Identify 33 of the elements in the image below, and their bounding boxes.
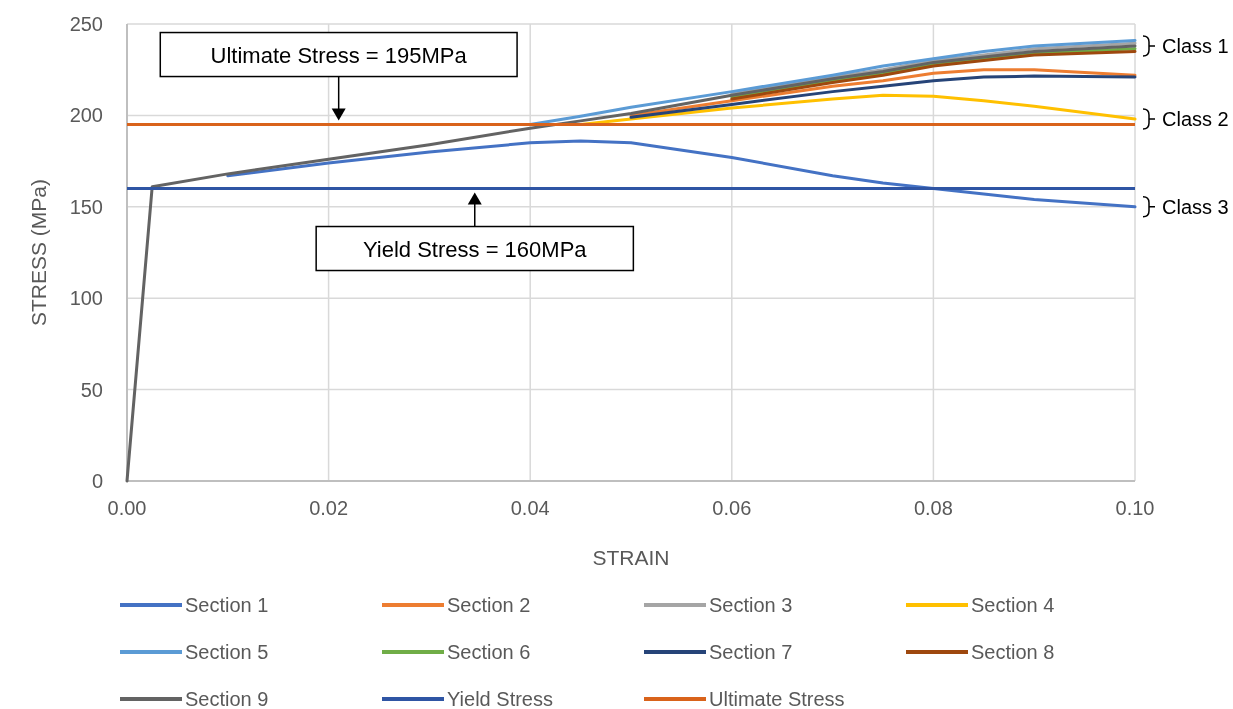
y-tick-label: 200 [69, 104, 103, 127]
x-tick-label: 0.00 [107, 497, 147, 519]
legend-label: Section 9 [185, 688, 269, 709]
legend-label: Ultimate Stress [709, 688, 845, 709]
legend-label: Yield Stress [447, 688, 553, 709]
legend-label: Section 1 [185, 594, 269, 616]
x-axis-title: STRAIN [592, 546, 670, 569]
x-tick-label: 0.04 [510, 497, 550, 519]
legend-label: Section 3 [709, 594, 793, 616]
legend-label: Section 5 [185, 641, 269, 663]
y-tick-label: 50 [80, 378, 103, 401]
legend-label: Section 7 [709, 641, 793, 663]
y-tick-label: 0 [91, 470, 103, 492]
line-series [629, 68, 1137, 117]
x-tick-label: 0.02 [309, 497, 349, 519]
annotation: Class 1 [1162, 34, 1229, 57]
line-series [226, 139, 1137, 209]
legend-label: Section 2 [447, 594, 531, 616]
y-tick-label: 250 [69, 13, 103, 35]
y-tick-label: 150 [69, 195, 103, 218]
annotation: Class 2 [1162, 108, 1229, 131]
legend-label: Section 8 [971, 641, 1055, 663]
y-tick-label: 100 [69, 287, 103, 310]
x-tick-label: 0.08 [913, 497, 953, 519]
y-axis-title: STRESS (MPa) [27, 178, 50, 327]
annotation: Ultimate Stress = 195MPa [210, 42, 468, 68]
legend-label: Section 6 [447, 641, 531, 663]
legend-label: Section 4 [971, 594, 1055, 616]
annotation: Yield Stress = 160MPa [362, 236, 588, 262]
annotation: Class 3 [1162, 195, 1229, 218]
line-series [629, 74, 1137, 119]
x-tick-label: 0.10 [1115, 497, 1155, 519]
x-tick-label: 0.06 [712, 497, 752, 519]
